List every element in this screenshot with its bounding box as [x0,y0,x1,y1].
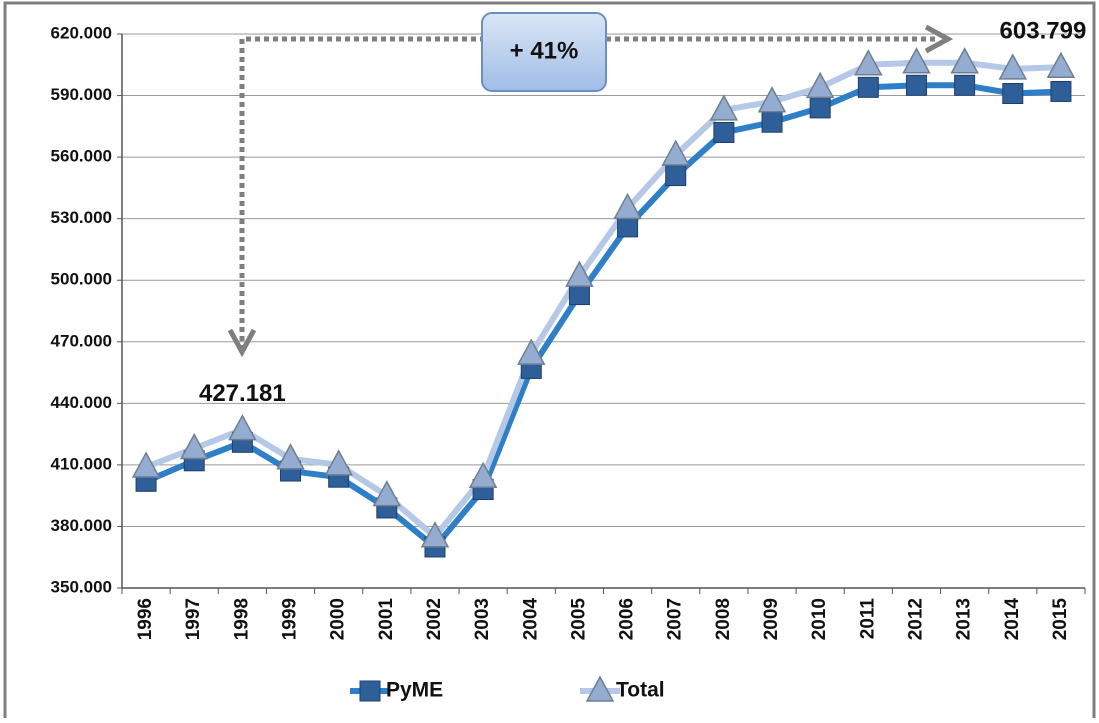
annotation-arrows [227,24,954,358]
marker [713,121,735,143]
data-label: 427.181 [199,380,286,407]
marker [905,74,927,96]
marker [517,338,546,365]
x-tick-label: 2004 [520,598,541,641]
marker [902,47,931,74]
x-tick-label: 2010 [809,598,830,640]
x-tick-label: 1999 [280,598,301,640]
marker [665,165,687,187]
marker [857,76,879,98]
x-tick-label: 1997 [183,598,204,640]
x-tick-label: 2003 [472,598,493,640]
marker [276,443,305,470]
x-tick-label: 2008 [713,598,734,640]
marker [950,47,979,74]
marker [1046,51,1076,78]
x-tick-label: 2015 [1050,598,1071,641]
y-tick-label: 470.000 [51,331,112,350]
marker [420,521,450,548]
x-tick-label: 2011 [857,598,878,640]
x-tick-label: 2000 [328,598,349,640]
y-tick-label: 410.000 [51,454,112,473]
marker [954,74,976,96]
y-tick-label: 620.000 [51,23,112,42]
x-tick-label: 2006 [617,598,638,640]
data-label: 603.799 [1000,18,1087,45]
marker [617,216,639,238]
x-tick-label: 2007 [665,598,686,640]
marker [613,192,642,220]
legend-label: PyME [386,679,443,702]
marker [131,451,161,478]
marker [565,260,594,287]
marker [1050,80,1072,102]
marker [757,86,787,113]
marker [709,94,739,121]
y-tick-label: 350.000 [51,577,112,596]
x-tick-label: 2009 [761,598,782,640]
y-tick-label: 440.000 [51,393,112,412]
marker [661,139,690,166]
x-tick-label: 1996 [135,598,156,640]
marker [585,675,615,702]
x-tick-label: 2014 [1002,598,1023,641]
arrow-head [924,24,954,54]
y-tick-label: 590.000 [51,85,112,104]
marker [1002,83,1024,105]
arrow-head [227,328,257,358]
marker [372,480,402,507]
marker [228,414,257,441]
marker [998,53,1028,80]
x-tick-label: 2013 [954,598,975,640]
y-tick-label: 530.000 [51,208,112,227]
arrow-line [239,36,935,350]
marker [805,71,835,99]
marker [179,432,209,460]
marker [761,111,783,133]
annotation-box [481,12,607,92]
y-tick-label: 500.000 [51,270,112,289]
marker [359,680,381,702]
x-tick-label: 2005 [568,598,589,641]
x-tick-label: 2002 [424,598,445,640]
x-tick-label: 1998 [231,598,252,640]
legend-label: Total [616,679,665,702]
marker [854,49,883,76]
chart-frame [3,1,1096,723]
marker [324,449,353,476]
y-tick-label: 380.000 [51,516,112,535]
marker [809,97,831,119]
x-tick-label: 2001 [376,598,397,641]
annotation: + 41% [510,37,579,64]
x-tick-label: 2012 [905,598,926,640]
y-tick-label: 560.000 [51,147,112,166]
marker [568,284,590,306]
marker [468,461,498,488]
